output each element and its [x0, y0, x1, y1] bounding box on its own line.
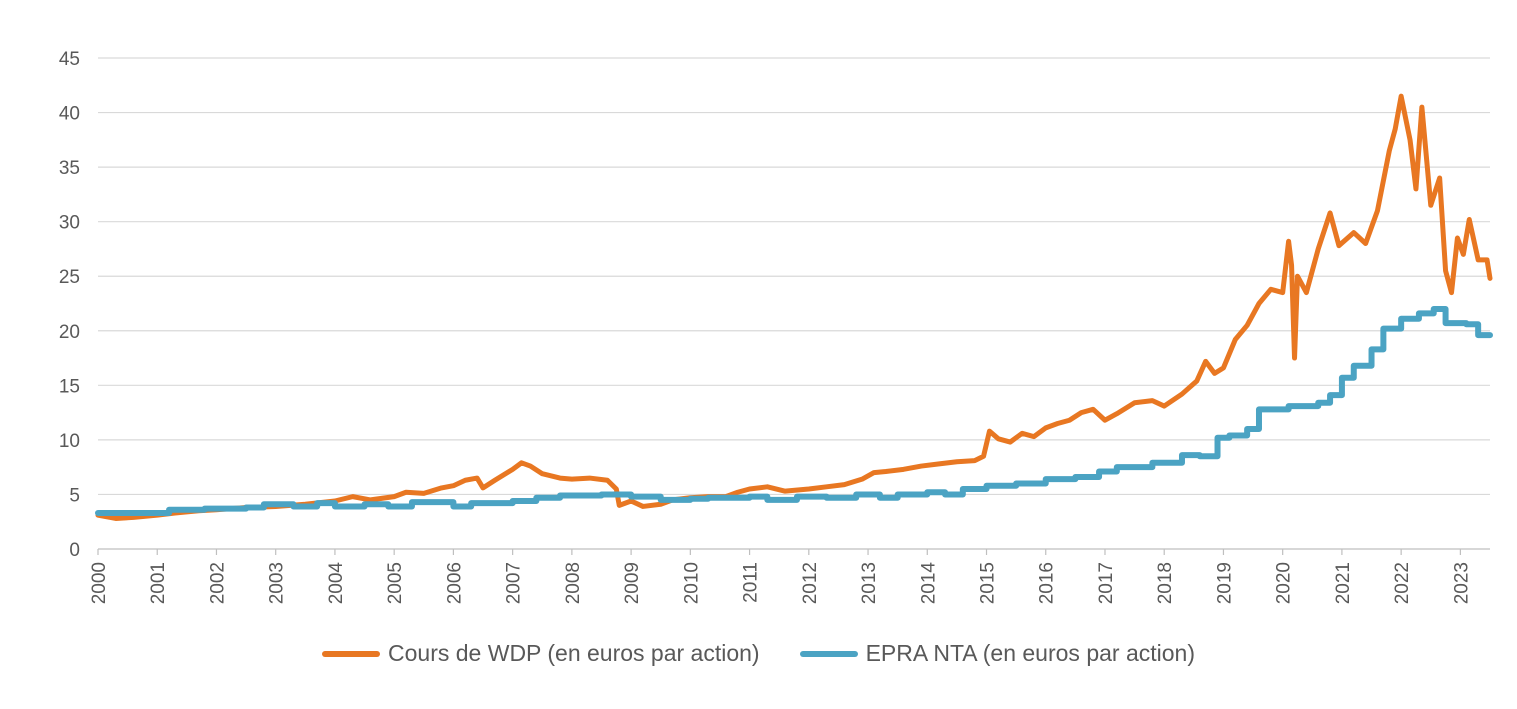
y-tick-label: 35 — [59, 158, 80, 179]
x-tick-label: 2004 — [326, 562, 347, 605]
x-tick-label: 2009 — [622, 562, 643, 604]
x-tick-label: 2010 — [681, 562, 702, 604]
x-tick-label: 2020 — [1274, 562, 1295, 604]
y-tick-label: 30 — [59, 213, 80, 234]
y-tick-label: 0 — [69, 540, 80, 561]
x-tick-label: 2014 — [918, 562, 939, 605]
y-tick-label: 20 — [59, 322, 80, 343]
legend-item-wdp: Cours de WDP (en euros par action) — [322, 640, 760, 667]
x-tick-label: 2019 — [1214, 562, 1235, 604]
x-tick-label: 2022 — [1392, 562, 1413, 604]
x-tick-label: 2006 — [444, 562, 465, 604]
legend-swatch-epra — [799, 650, 858, 657]
x-axis: 2000 2001 2002 2003 2004 2005 2006 2007 2008 2009… — [89, 549, 1472, 604]
legend-label-wdp: Cours de WDP (en euros par action) — [388, 640, 760, 666]
series-lines — [95, 93, 1493, 521]
x-tick-label: 2012 — [800, 562, 821, 604]
x-tick-label: 2000 — [89, 562, 110, 604]
legend-item-epra: EPRA NTA (en euros par action) — [799, 640, 1195, 667]
y-tick-label: 10 — [59, 431, 80, 452]
x-tick-label: 2023 — [1451, 562, 1472, 604]
x-tick-label: 2015 — [978, 562, 999, 604]
y-tick-label: 40 — [59, 104, 80, 125]
x-tick-label: 2002 — [207, 562, 228, 604]
x-tick-label: 2017 — [1096, 562, 1117, 604]
x-tick-label: 2007 — [504, 562, 525, 604]
legend-label-epra: EPRA NTA (en euros par action) — [865, 640, 1195, 666]
x-tick-label: 2016 — [1037, 562, 1058, 604]
series-line-epra-nta — [95, 305, 1493, 516]
x-tick-label: 2021 — [1333, 562, 1354, 604]
x-tick-label: 2001 — [148, 562, 169, 604]
legend-swatch-wdp — [322, 650, 381, 657]
y-tick-label: 25 — [59, 267, 80, 288]
series-line-wdp-price — [95, 93, 1493, 521]
x-tick-label: 2008 — [563, 562, 584, 604]
gridlines — [98, 57, 1490, 550]
y-tick-label: 15 — [59, 376, 80, 397]
x-tick-label: 2018 — [1155, 562, 1176, 604]
y-tick-label: 45 — [59, 49, 80, 70]
x-tick-label: 2003 — [267, 562, 288, 604]
y-axis: 0 5 10 15 20 25 30 35 40 45 — [59, 49, 80, 561]
y-tick-label: 5 — [69, 485, 80, 506]
legend: Cours de WDP (en euros par action) EPRA … — [0, 640, 1517, 667]
x-tick-label: 2011 — [741, 562, 762, 603]
x-tick-label: 2013 — [859, 562, 880, 604]
x-tick-label: 2005 — [385, 562, 406, 604]
